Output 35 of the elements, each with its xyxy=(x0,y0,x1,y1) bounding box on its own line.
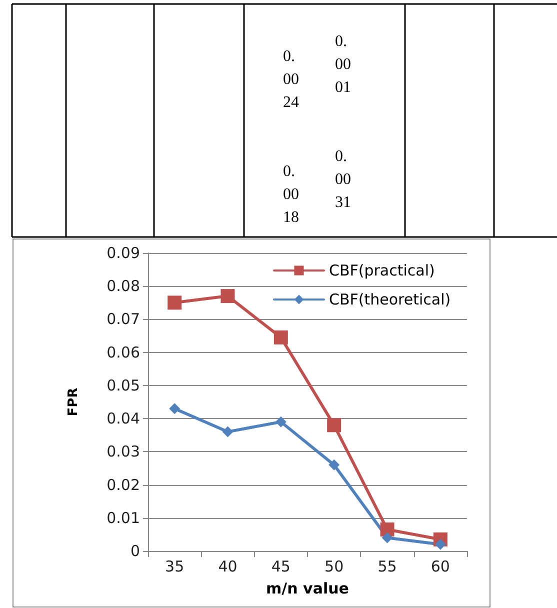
point xyxy=(220,289,235,304)
y-tick-label: 0.08 xyxy=(106,277,140,296)
y-tick-label: 0 xyxy=(130,542,140,560)
x-tick-label: 55 xyxy=(378,558,397,576)
point xyxy=(275,416,286,428)
text: 0.0018 xyxy=(283,163,299,226)
point xyxy=(328,459,340,470)
text: 0.0001 xyxy=(335,33,351,96)
point xyxy=(380,522,394,536)
x-tick-label: 50 xyxy=(324,558,344,576)
x-tick-label: 60 xyxy=(430,558,450,576)
y-tick-label: 0.01 xyxy=(106,508,140,527)
y-tick-label: 0.06 xyxy=(106,343,140,362)
point xyxy=(434,538,446,550)
y-tick-label: 0.02 xyxy=(106,476,140,494)
text: 0.0024 xyxy=(283,48,299,111)
legend-label: CBF(theoretical) xyxy=(329,290,451,308)
y-tick-label: 0.04 xyxy=(106,410,140,428)
x-tick-label: 35 xyxy=(165,558,184,576)
point xyxy=(222,426,234,438)
point xyxy=(382,532,393,544)
legend-label: CBF(practical) xyxy=(329,262,435,280)
x-tick-label: 40 xyxy=(218,558,238,576)
x-tick-label: 45 xyxy=(271,558,290,576)
point xyxy=(169,403,180,414)
point xyxy=(327,418,342,432)
y-axis-title: FPR xyxy=(66,388,81,416)
y-tick-label: 0.07 xyxy=(106,310,140,328)
x-axis-title: m/n value xyxy=(266,580,349,598)
point xyxy=(168,296,182,310)
y-tick-label: 0.05 xyxy=(106,376,140,394)
point xyxy=(274,330,288,344)
y-tick-label: 0.03 xyxy=(106,442,140,461)
y-tick-label: 0.09 xyxy=(106,244,140,262)
text: 0.0031 xyxy=(335,148,351,211)
